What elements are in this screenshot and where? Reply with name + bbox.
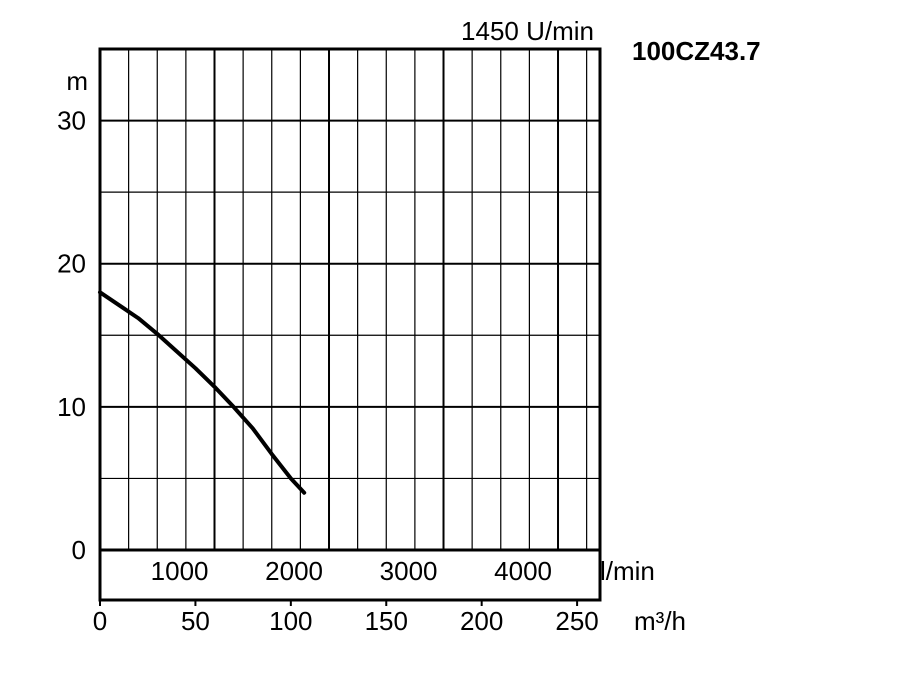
y-tick-label: 10 <box>57 392 86 422</box>
x-tick-label-lpm: 2000 <box>265 556 323 586</box>
head-curve <box>98 290 307 495</box>
labels: 1450 U/min 100CZ43.7 m l/min m³/h 0 10 20 3… <box>57 16 761 636</box>
speed-label: 1450 U/min <box>461 16 594 46</box>
series-layer <box>98 290 307 495</box>
model-label: 100CZ43.7 <box>632 36 761 66</box>
y-axis-unit-label: m <box>66 66 88 96</box>
x-axis-m3h-unit-label: m³/h <box>634 606 686 636</box>
y-tick-label: 0 <box>72 535 86 565</box>
x-axis-lpm-unit-label: l/min <box>600 556 655 586</box>
x-tick-label-m3h: 150 <box>365 606 408 636</box>
plot-frame <box>98 47 602 552</box>
y-tick-label: 30 <box>57 106 86 136</box>
x-tick-label-lpm: 1000 <box>151 556 209 586</box>
y-tick-label: 20 <box>57 249 86 279</box>
x-tick-label-lpm: 4000 <box>494 556 552 586</box>
grid <box>100 49 600 550</box>
x-tick-label-lpm: 3000 <box>380 556 438 586</box>
x-tick-label-m3h: 200 <box>460 606 503 636</box>
x-tick-label-m3h: 0 <box>93 606 107 636</box>
lpm-scale-band <box>98 548 602 602</box>
x-tick-label-m3h: 50 <box>181 606 210 636</box>
x-tick-label-m3h: 250 <box>555 606 598 636</box>
x-tick-label-m3h: 100 <box>269 606 312 636</box>
